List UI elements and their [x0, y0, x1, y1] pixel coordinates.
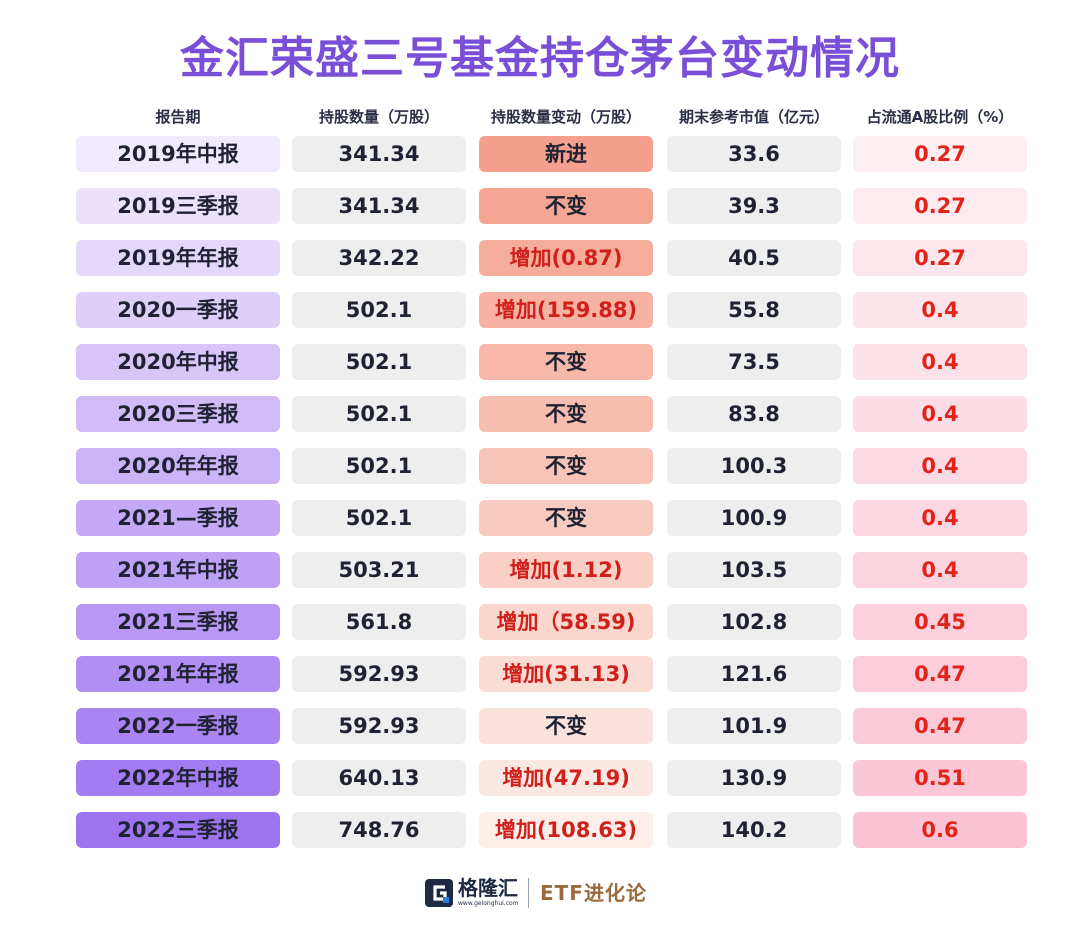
value-cell: 121.6: [667, 656, 841, 692]
table-row: 2021年中报 503.21 增加(1.12) 103.5 0.4: [0, 552, 1080, 588]
value-cell: 101.9: [667, 708, 841, 744]
ratio-cell: 0.4: [853, 448, 1027, 484]
change-cell: 新进: [479, 136, 653, 172]
value-cell: 100.9: [667, 500, 841, 536]
change-cell: 增加(31.13): [479, 656, 653, 692]
shares-cell: 503.21: [292, 552, 466, 588]
period-cell: 2020年年报: [76, 448, 280, 484]
table-row: 2021年年报 592.93 增加(31.13) 121.6 0.47: [0, 656, 1080, 692]
table-row: 2019年中报 341.34 新进 33.6 0.27: [0, 136, 1080, 172]
table-row: 2021三季报 561.8 增加（58.59) 102.8 0.45: [0, 604, 1080, 640]
ratio-cell: 0.4: [853, 500, 1027, 536]
table-row: 2019三季报 341.34 不变 39.3 0.27: [0, 188, 1080, 224]
change-cell: 不变: [479, 500, 653, 536]
value-cell: 83.8: [667, 396, 841, 432]
period-cell: 2022年中报: [76, 760, 280, 796]
table-row: 2020年中报 502.1 不变 73.5 0.4: [0, 344, 1080, 380]
header-change: 持股数量变动（万股）: [490, 108, 641, 126]
table-row: 2020三季报 502.1 不变 83.8 0.4: [0, 396, 1080, 432]
brand-name: ETF进化论: [540, 881, 647, 905]
table-row: 2022一季报 592.93 不变 101.9 0.47: [0, 708, 1080, 744]
table-row: 2022年中报 640.13 增加(47.19) 130.9 0.51: [0, 760, 1080, 796]
period-cell: 2021年年报: [76, 656, 280, 692]
change-cell: 增加（58.59): [479, 604, 653, 640]
value-cell: 33.6: [667, 136, 841, 172]
period-cell: 2021年中报: [76, 552, 280, 588]
header-value: 期末参考市值（亿元）: [678, 108, 829, 126]
period-cell: 2019年年报: [76, 240, 280, 276]
table-header: 报告期 持股数量（万股） 持股数量变动（万股） 期末参考市值（亿元） 占流通A股…: [0, 105, 1080, 129]
shares-cell: 640.13: [292, 760, 466, 796]
shares-cell: 502.1: [292, 344, 466, 380]
value-cell: 39.3: [667, 188, 841, 224]
table-row: 2022三季报 748.76 增加(108.63) 140.2 0.6: [0, 812, 1080, 848]
table-row: 2021—季报 502.1 不变 100.9 0.4: [0, 500, 1080, 536]
ratio-cell: 0.47: [853, 708, 1027, 744]
change-cell: 增加(1.12): [479, 552, 653, 588]
shares-cell: 748.76: [292, 812, 466, 848]
period-cell: 2019年中报: [76, 136, 280, 172]
logo-url: www.gelonghui.com: [458, 900, 519, 907]
change-cell: 增加(108.63): [479, 812, 653, 848]
change-cell: 不变: [479, 188, 653, 224]
change-cell: 不变: [479, 708, 653, 744]
shares-cell: 341.34: [292, 136, 466, 172]
period-cell: 2020三季报: [76, 396, 280, 432]
change-cell: 增加(0.87): [479, 240, 653, 276]
value-cell: 73.5: [667, 344, 841, 380]
change-cell: 不变: [479, 448, 653, 484]
ratio-cell: 0.47: [853, 656, 1027, 692]
period-cell: 2022一季报: [76, 708, 280, 744]
period-cell: 2022三季报: [76, 812, 280, 848]
ratio-cell: 0.4: [853, 344, 1027, 380]
shares-cell: 502.1: [292, 396, 466, 432]
period-cell: 2021—季报: [76, 500, 280, 536]
page-title: 金汇荣盛三号基金持仓茅台变动情况: [180, 33, 900, 84]
table-row: 2020一季报 502.1 增加(159.88) 55.8 0.4: [0, 292, 1080, 328]
change-cell: 增加(47.19): [479, 760, 653, 796]
period-cell: 2019三季报: [76, 188, 280, 224]
header-shares: 持股数量（万股）: [318, 108, 439, 126]
ratio-cell: 0.27: [853, 136, 1027, 172]
footer-divider: [528, 878, 529, 908]
period-cell: 2020年中报: [76, 344, 280, 380]
period-cell: 2020一季报: [76, 292, 280, 328]
value-cell: 40.5: [667, 240, 841, 276]
shares-cell: 592.93: [292, 708, 466, 744]
table-row: 2019年年报 342.22 增加(0.87) 40.5 0.27: [0, 240, 1080, 276]
period-cell: 2021三季报: [76, 604, 280, 640]
shares-cell: 502.1: [292, 292, 466, 328]
value-cell: 130.9: [667, 760, 841, 796]
ratio-cell: 0.51: [853, 760, 1027, 796]
value-cell: 103.5: [667, 552, 841, 588]
shares-cell: 502.1: [292, 500, 466, 536]
value-cell: 102.8: [667, 604, 841, 640]
change-cell: 不变: [479, 344, 653, 380]
ratio-cell: 0.27: [853, 240, 1027, 276]
value-cell: 140.2: [667, 812, 841, 848]
ratio-cell: 0.4: [853, 552, 1027, 588]
table-row: 2020年年报 502.1 不变 100.3 0.4: [0, 448, 1080, 484]
ratio-cell: 0.4: [853, 292, 1027, 328]
ratio-cell: 0.6: [853, 812, 1027, 848]
shares-cell: 341.34: [292, 188, 466, 224]
logo-name: 格隆汇: [458, 876, 518, 900]
value-cell: 100.3: [667, 448, 841, 484]
change-cell: 不变: [479, 396, 653, 432]
ratio-cell: 0.4: [853, 396, 1027, 432]
value-cell: 55.8: [667, 292, 841, 328]
ratio-cell: 0.27: [853, 188, 1027, 224]
shares-cell: 342.22: [292, 240, 466, 276]
shares-cell: 561.8: [292, 604, 466, 640]
header-ratio: 占流通A股比例（%）: [866, 108, 1014, 126]
header-period: 报告期: [155, 108, 201, 126]
gelonghui-logo-icon: [425, 879, 453, 907]
shares-cell: 592.93: [292, 656, 466, 692]
ratio-cell: 0.45: [853, 604, 1027, 640]
change-cell: 增加(159.88): [479, 292, 653, 328]
footer: 格隆汇 www.gelonghui.com ETF进化论: [0, 876, 1080, 912]
shares-cell: 502.1: [292, 448, 466, 484]
